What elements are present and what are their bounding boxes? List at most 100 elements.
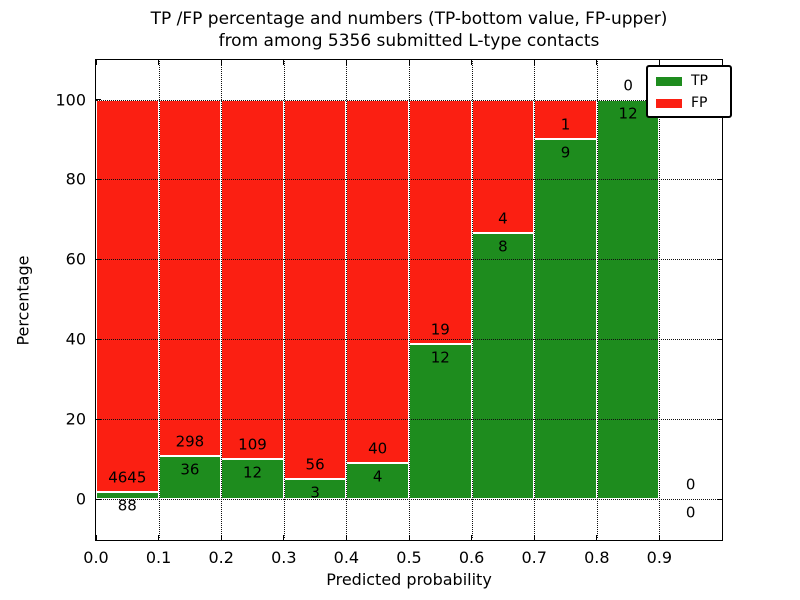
y-tick-right	[717, 418, 722, 420]
y-tick-left	[96, 418, 101, 420]
x-axis-label: Predicted probability	[326, 570, 492, 589]
tp-count-label: 9	[560, 143, 571, 162]
gridline-vertical	[471, 61, 473, 538]
y-tick-left	[96, 99, 101, 100]
tp-count-label: 12	[242, 463, 263, 482]
gridline-vertical	[158, 61, 160, 538]
fp-count-label: 4645	[108, 468, 147, 487]
y-tick-left	[96, 338, 101, 340]
fp-count-label: 40	[368, 439, 388, 458]
fp-count-label: 4	[498, 209, 508, 228]
x-tick-label: 0.3	[271, 548, 297, 567]
x-tick-label: 0.5	[396, 548, 422, 567]
x-tick-bottom	[220, 535, 222, 540]
x-tick-label: 0.4	[333, 548, 360, 567]
fp-count-label: 1	[560, 115, 571, 134]
legend-entry: TP	[656, 74, 722, 88]
y-tick-left	[96, 178, 101, 180]
tp-count-label: 12	[618, 104, 638, 122]
tp-count-label: 12	[430, 348, 450, 367]
y-tick-right	[717, 258, 722, 260]
x-tick-label: 0.9	[646, 548, 673, 567]
fp-count-label: 19	[430, 320, 450, 339]
x-tick-top	[471, 60, 473, 65]
y-axis-label: Percentage	[13, 255, 33, 346]
gridline-vertical	[659, 61, 661, 538]
x-tick-top	[345, 60, 347, 65]
x-tick-label: 0.8	[584, 548, 610, 567]
fp-swatch-icon	[656, 98, 682, 108]
fp-count-label: 0	[623, 76, 633, 94]
fp-count-label: 298	[175, 432, 205, 451]
gridline-vertical	[346, 61, 348, 538]
chart-title-line2: from among 5356 submitted L-type contact…	[218, 31, 600, 51]
y-tick-label: 100	[55, 90, 86, 109]
x-tick-bottom	[533, 535, 535, 540]
legend-entry: FP	[656, 96, 722, 110]
tp-count-label: 0	[685, 503, 696, 522]
x-tick-top	[95, 60, 97, 65]
x-tick-bottom	[283, 535, 285, 540]
x-tick-top	[658, 60, 660, 65]
legend-label: TP	[691, 73, 708, 89]
y-tick-label: 60	[65, 249, 86, 269]
y-tick-label: 40	[65, 329, 86, 349]
x-tick-bottom	[658, 535, 660, 540]
y-tick-right	[717, 338, 722, 340]
tp-bar-segment	[158, 455, 222, 499]
fp-count-label: 0	[685, 475, 696, 494]
y-tick-right	[717, 498, 722, 500]
chart-title-line1: TP /FP percentage and numbers (TP-bottom…	[150, 9, 668, 29]
fp-count-label: 109	[238, 435, 267, 454]
gridline-vertical	[221, 61, 223, 538]
tp-count-label: 88	[117, 496, 137, 515]
tp-bar-segment	[409, 344, 472, 499]
x-tick-bottom	[345, 535, 347, 540]
tp-count-label: 3	[310, 483, 320, 502]
plot-area: TP FP 4645 88 298 36 109 12 56 3 40 4 19 12 4 8 1 9 0 12 0 0	[95, 59, 732, 541]
y-tick-right	[717, 178, 722, 180]
x-tick-top	[596, 60, 598, 65]
tp-bar-segment	[596, 99, 660, 499]
x-tick-bottom	[95, 535, 97, 540]
x-tick-label: 0.0	[83, 548, 109, 567]
x-tick-bottom	[471, 535, 473, 540]
x-tick-bottom	[596, 535, 598, 540]
tp-count-label: 8	[498, 237, 508, 256]
gridline-vertical	[283, 61, 285, 538]
y-tick-label: 0	[75, 489, 86, 509]
x-tick-top	[533, 60, 535, 65]
fp-bar-segment	[96, 99, 159, 492]
tp-count-label: 4	[372, 467, 383, 486]
fp-count-label: 56	[305, 455, 325, 474]
tp-count-label: 36	[180, 460, 200, 479]
x-tick-top	[158, 60, 160, 65]
x-tick-bottom	[158, 535, 160, 540]
y-tick-label: 80	[65, 169, 86, 189]
x-tick-bottom	[408, 535, 410, 540]
tp-bar-segment	[96, 491, 159, 499]
x-tick-label: 0.1	[145, 548, 172, 567]
gridline-vertical	[596, 61, 598, 538]
x-tick-label: 0.6	[458, 548, 485, 567]
x-tick-label: 0.7	[521, 548, 547, 567]
tp-bar-segment	[534, 139, 597, 499]
y-tick-label: 20	[65, 409, 86, 429]
y-tick-left	[96, 258, 101, 260]
fp-bar-segment	[409, 99, 472, 345]
x-tick-top	[283, 60, 285, 65]
x-tick-top	[408, 60, 410, 65]
fp-bar-segment	[346, 99, 409, 463]
legend: TP FP	[646, 65, 732, 118]
fp-bar-segment	[283, 99, 347, 479]
x-tick-top	[220, 60, 222, 65]
gridline-vertical	[409, 61, 410, 538]
y-tick-left	[96, 498, 101, 500]
tp-swatch-icon	[656, 76, 682, 86]
fp-bar-segment	[158, 99, 222, 456]
legend-label: FP	[691, 95, 708, 111]
gridline-vertical	[534, 61, 536, 538]
tp-bar-segment	[471, 232, 535, 499]
x-tick-label: 0.2	[208, 548, 234, 567]
